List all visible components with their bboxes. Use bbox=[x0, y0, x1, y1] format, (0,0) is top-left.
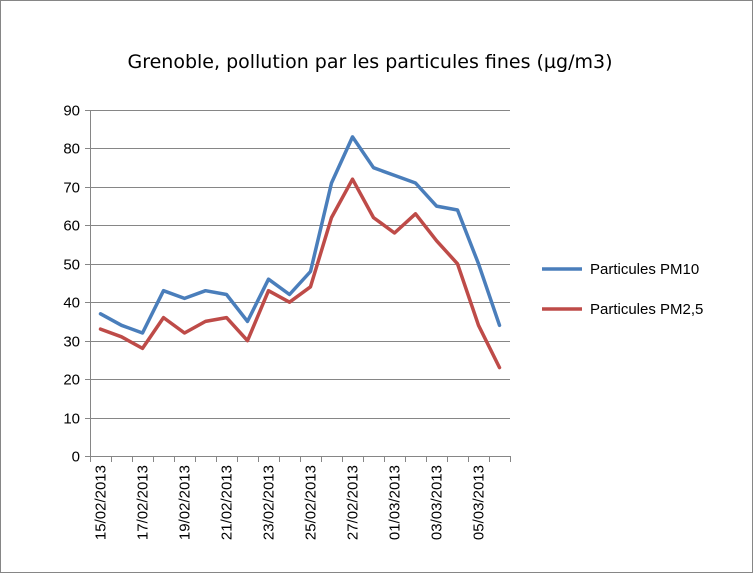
y-tick-label: 60 bbox=[63, 218, 80, 235]
y-tick-label: 30 bbox=[63, 334, 80, 351]
series-line-2 bbox=[98, 177, 502, 370]
chart-title: Grenoble, pollution par les particules f… bbox=[127, 51, 612, 73]
x-tick-label: 01/03/2013 bbox=[387, 465, 404, 540]
x-tick-label: 19/02/2013 bbox=[177, 465, 194, 540]
x-tick-label: 21/02/2013 bbox=[219, 465, 236, 540]
y-tick-label: 0 bbox=[72, 449, 80, 466]
y-tick-label: 40 bbox=[63, 295, 80, 312]
y-tick-label: 10 bbox=[63, 411, 80, 428]
x-tick-label: 27/02/2013 bbox=[345, 465, 362, 540]
axes: 0 10 20 30 40 50 60 70 80 90 15/02/2013 17/02/2013 1… bbox=[63, 103, 511, 540]
x-tick-label: 05/03/2013 bbox=[471, 465, 488, 540]
y-tick-label: 50 bbox=[63, 257, 80, 274]
series-line-1 bbox=[98, 135, 502, 335]
y-tick-label: 70 bbox=[63, 180, 80, 197]
legend: Particules PM10 Particules PM2,5 bbox=[542, 261, 703, 318]
x-tick-label: 25/02/2013 bbox=[303, 465, 320, 540]
series-lines bbox=[98, 135, 502, 370]
y-tick-label: 80 bbox=[63, 141, 80, 158]
legend-label: Particules PM2,5 bbox=[590, 301, 703, 318]
x-tick-label: 15/02/2013 bbox=[93, 465, 110, 540]
y-tick-label: 90 bbox=[63, 103, 80, 120]
x-tick-label: 03/03/2013 bbox=[429, 465, 446, 540]
gridlines bbox=[90, 110, 510, 419]
y-tick-label: 20 bbox=[63, 372, 80, 389]
x-tick-label: 17/02/2013 bbox=[135, 465, 152, 540]
x-tick-label: 23/02/2013 bbox=[261, 465, 278, 540]
legend-label: Particules PM10 bbox=[590, 261, 699, 278]
